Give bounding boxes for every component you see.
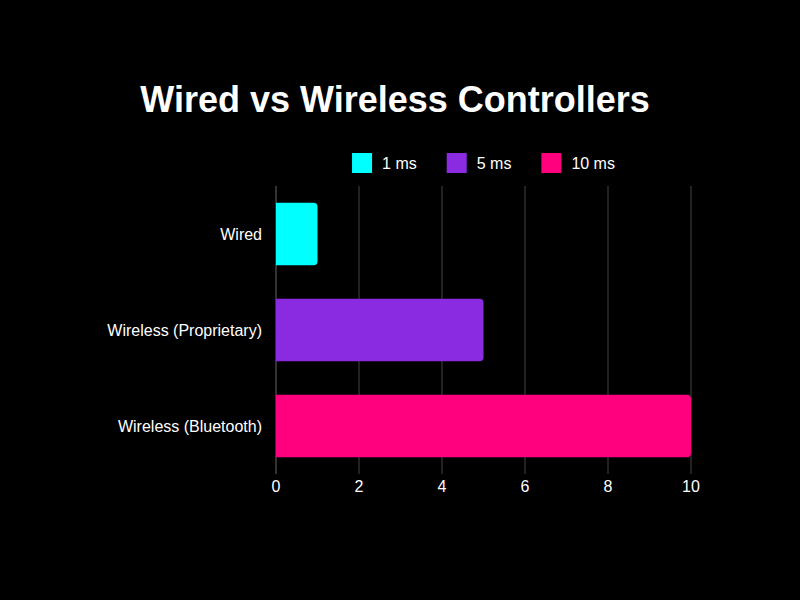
- legend-label: 1 ms: [382, 155, 417, 172]
- legend-label: 10 ms: [571, 155, 615, 172]
- tick-label: 0: [272, 478, 281, 495]
- category-label: Wireless (Proprietary): [107, 322, 262, 339]
- legend-swatch: [352, 153, 372, 173]
- background: [0, 0, 800, 600]
- chart: Wired vs Wireless Controllers 0 2 4 6 8 10 Wire…: [0, 0, 800, 600]
- tick-label: 8: [604, 478, 613, 495]
- bar: [276, 395, 691, 457]
- legend-swatch: [447, 153, 467, 173]
- bar: [276, 203, 318, 265]
- tick-label: 10: [682, 478, 700, 495]
- tick-label: 4: [438, 478, 447, 495]
- bar: [276, 299, 484, 361]
- legend-label: 5 ms: [477, 155, 512, 172]
- tick-label: 6: [521, 478, 530, 495]
- legend: 1 ms 5 ms 10 ms: [352, 153, 615, 173]
- grid: [276, 186, 691, 474]
- title: Wired vs Wireless Controllers: [140, 79, 650, 120]
- category-label: Wireless (Bluetooth): [118, 418, 262, 435]
- tick-label: 2: [355, 478, 364, 495]
- legend-swatch: [541, 153, 561, 173]
- bars: [276, 203, 691, 457]
- category-label: Wired: [220, 226, 262, 243]
